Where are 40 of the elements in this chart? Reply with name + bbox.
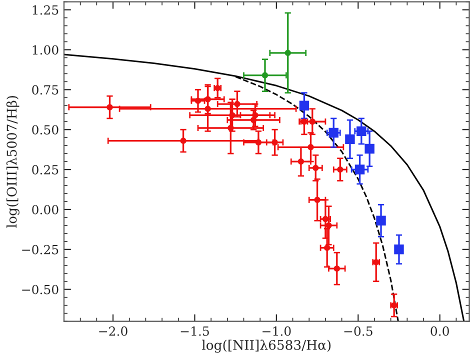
point xyxy=(252,112,258,118)
point xyxy=(204,106,211,112)
point xyxy=(194,98,202,104)
point xyxy=(354,164,365,174)
point xyxy=(312,164,319,172)
y-axis-title: log([OIII]λ5007/Hβ) xyxy=(6,96,20,228)
point xyxy=(298,158,304,165)
point xyxy=(106,104,113,110)
point xyxy=(394,244,404,254)
x-tick-label: −1.5 xyxy=(180,326,209,336)
x-tick-label: −0.5 xyxy=(344,326,372,336)
y-tick-label: 0.00 xyxy=(32,204,58,214)
line-series xyxy=(64,54,465,322)
point xyxy=(337,166,344,173)
y-tick-label: −0.25 xyxy=(22,244,58,254)
point xyxy=(328,128,338,138)
point xyxy=(308,144,314,150)
y-tick-label: 0.25 xyxy=(32,165,58,174)
y-tick-label: −0.50 xyxy=(22,284,58,294)
point xyxy=(299,100,310,110)
y-tick-label: 1.00 xyxy=(32,45,58,55)
point xyxy=(345,134,355,144)
x-tick-label: 0.0 xyxy=(430,326,449,336)
y-tick-label: 0.50 xyxy=(32,125,58,135)
y-tick-label: 0.75 xyxy=(32,85,58,95)
point xyxy=(376,216,386,226)
point xyxy=(180,138,186,144)
x-tick-label: −1.0 xyxy=(262,326,291,336)
point xyxy=(262,72,268,78)
point xyxy=(284,50,291,56)
x-tick-label: −2.0 xyxy=(99,326,128,336)
point xyxy=(334,265,340,272)
x-axis-title: log([NII]λ6583/Hα) xyxy=(202,340,331,353)
point xyxy=(229,112,236,118)
y-tick-label: 1.25 xyxy=(32,5,58,15)
point xyxy=(234,100,240,108)
point xyxy=(309,118,316,125)
point xyxy=(314,196,320,204)
point xyxy=(364,144,374,154)
point xyxy=(250,116,257,124)
